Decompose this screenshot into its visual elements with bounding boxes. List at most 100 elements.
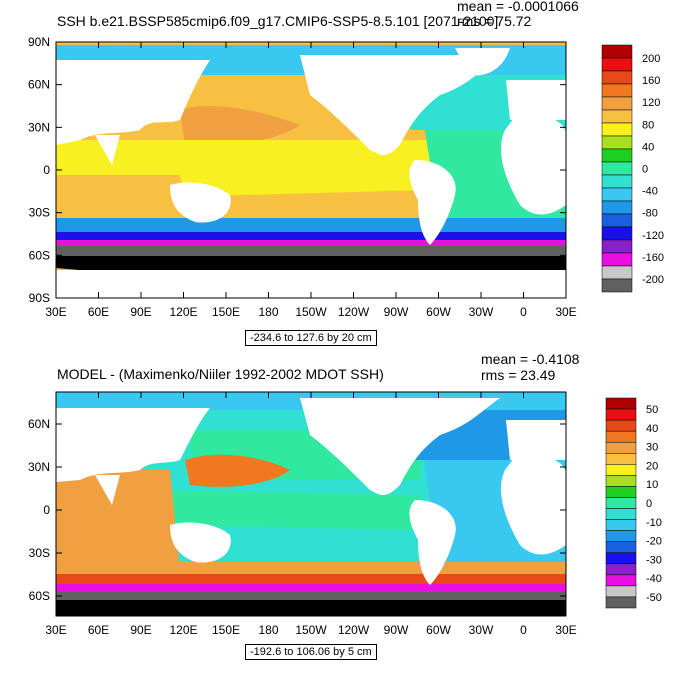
bottom-land-australia xyxy=(170,522,231,563)
colorbar-label: 120 xyxy=(642,97,660,109)
bottom-region-southern-ocean-3 xyxy=(56,584,566,592)
lat-label: 30S xyxy=(29,546,50,560)
colorbar-label: 20 xyxy=(646,460,658,472)
lon-label: 60E xyxy=(88,305,109,319)
colorbar-swatch xyxy=(605,563,637,576)
colorbar-label: -50 xyxy=(646,592,662,604)
colorbar-swatch xyxy=(601,174,633,189)
bottom-land-europe xyxy=(506,420,566,460)
colorbar-swatch xyxy=(601,122,633,137)
top-region-southern-ocean-3 xyxy=(56,240,566,246)
colorbar-swatch xyxy=(605,530,637,542)
lon-label: 90E xyxy=(130,623,151,637)
colorbar-label: -120 xyxy=(642,230,664,242)
colorbar-swatch xyxy=(605,519,637,531)
bottom-land-india xyxy=(95,475,120,505)
colorbar-label: 10 xyxy=(646,479,658,491)
colorbar-label: 50 xyxy=(646,404,658,416)
lon-label: 0 xyxy=(520,623,527,637)
bottom-lat-labels: 60N 30N 0 30S 60S xyxy=(28,417,566,603)
colorbar-label: -30 xyxy=(646,554,662,566)
colorbar-swatch xyxy=(601,278,633,293)
lat-label: 60N xyxy=(28,417,50,431)
lat-label: 0 xyxy=(43,503,50,517)
colorbar-label: -80 xyxy=(642,208,658,220)
lat-label: 0 xyxy=(43,163,50,177)
colorbar-swatch xyxy=(601,148,633,163)
colorbar-swatch xyxy=(601,135,633,150)
lon-label: 150E xyxy=(212,305,240,319)
bottom-land-asia xyxy=(56,408,210,482)
bottom-land-north-america xyxy=(300,398,500,495)
bottom-panel: MODEL - (Maximenko/Niiler 1992-2002 MDOT… xyxy=(0,350,700,700)
bottom-land-africa xyxy=(500,450,566,555)
lat-label: 60S xyxy=(29,589,50,603)
lat-label: 90N xyxy=(28,35,50,49)
lon-label: 30E xyxy=(45,623,66,637)
lon-label: 90W xyxy=(384,305,409,319)
bottom-region-kuroshio-high xyxy=(185,454,290,487)
top-panel-rms: rms = 75.72 xyxy=(457,13,532,29)
colorbar-label: -40 xyxy=(642,186,658,198)
bottom-region-southern-ocean-1 xyxy=(56,562,566,574)
colorbar-swatch xyxy=(605,408,637,421)
lon-label: 30W xyxy=(469,305,494,319)
colorbar-swatch xyxy=(605,541,637,553)
top-colorbar: 200 160 120 80 40 0 -40 -80 -120 -160 -200 xyxy=(601,44,664,293)
colorbar-label: 200 xyxy=(642,53,660,65)
colorbar-label: 40 xyxy=(646,423,658,435)
colorbar-swatch xyxy=(601,213,633,228)
top-map: 90N 60N 30N 0 30S 60S 90S 30E 60E 90E 120E 150E 180… xyxy=(28,35,664,319)
bottom-lon-labels: 30E 60E 90E 120E 150E 180 150W 120W 90W 60W 30W 0 30… xyxy=(45,392,577,637)
lon-label: 30W xyxy=(469,623,494,637)
colorbar-label: -40 xyxy=(646,573,662,585)
lon-label: 90E xyxy=(130,305,151,319)
lon-label: 90W xyxy=(384,623,409,637)
top-land-south-america xyxy=(409,160,456,245)
colorbar-swatch xyxy=(601,57,633,72)
lon-label: 180 xyxy=(258,623,278,637)
colorbar-swatch xyxy=(605,486,637,498)
colorbar-label: -20 xyxy=(646,536,662,548)
colorbar-swatch xyxy=(601,265,633,280)
bottom-map: 60N 30N 0 30S 60S 30E 60E 90E 120E 150E 180 150W 12… xyxy=(28,391,662,637)
top-region-southern-ocean-1 xyxy=(56,218,566,232)
colorbar-swatch xyxy=(601,83,633,98)
colorbar-swatch xyxy=(601,239,633,254)
colorbar-label: 80 xyxy=(642,119,654,131)
bottom-range-label: -192.6 to 106.06 by 5 cm xyxy=(245,644,377,660)
colorbar-label: 0 xyxy=(642,164,648,176)
top-land-asia xyxy=(56,60,210,145)
lat-label: 60S xyxy=(29,248,50,262)
top-land-europe xyxy=(506,80,566,120)
colorbar-swatch xyxy=(605,419,637,432)
colorbar-label: 30 xyxy=(646,442,658,454)
bottom-panel-mean: mean = -0.4108 xyxy=(481,351,580,367)
lon-label: 180 xyxy=(258,305,278,319)
top-land-north-america xyxy=(300,55,500,155)
colorbar-swatch xyxy=(605,464,637,476)
lat-label: 60N xyxy=(28,78,50,92)
colorbar-swatch xyxy=(605,430,637,443)
lon-label: 120E xyxy=(169,623,197,637)
colorbar-swatch xyxy=(605,585,637,598)
colorbar-swatch xyxy=(605,453,637,465)
lon-label: 150W xyxy=(295,623,327,637)
top-lat-labels: 90N 60N 30N 0 30S 60S 90S xyxy=(28,35,566,305)
lon-label: 30E xyxy=(555,305,576,319)
top-panel-title: SSH b.e21.BSSP585cmip6.f09_g17.CMIP6-SSP… xyxy=(57,13,499,29)
top-region-southern-ocean-4 xyxy=(56,246,566,256)
bottom-panel-rms: rms = 23.49 xyxy=(481,367,556,383)
colorbar-label: 40 xyxy=(642,141,654,153)
lat-label: 30N xyxy=(28,120,50,134)
colorbar-swatch xyxy=(601,187,633,202)
lon-label: 60W xyxy=(426,623,451,637)
colorbar-swatch xyxy=(601,252,633,267)
lon-label: 60W xyxy=(426,305,451,319)
colorbar-swatch xyxy=(601,70,633,85)
colorbar-swatch xyxy=(605,497,637,509)
colorbar-swatch xyxy=(605,574,637,587)
top-panel: SSH b.e21.BSSP585cmip6.f09_g17.CMIP6-SSP… xyxy=(28,0,664,346)
lon-label: 150W xyxy=(295,305,327,319)
top-region-indian-ocean xyxy=(56,175,190,225)
